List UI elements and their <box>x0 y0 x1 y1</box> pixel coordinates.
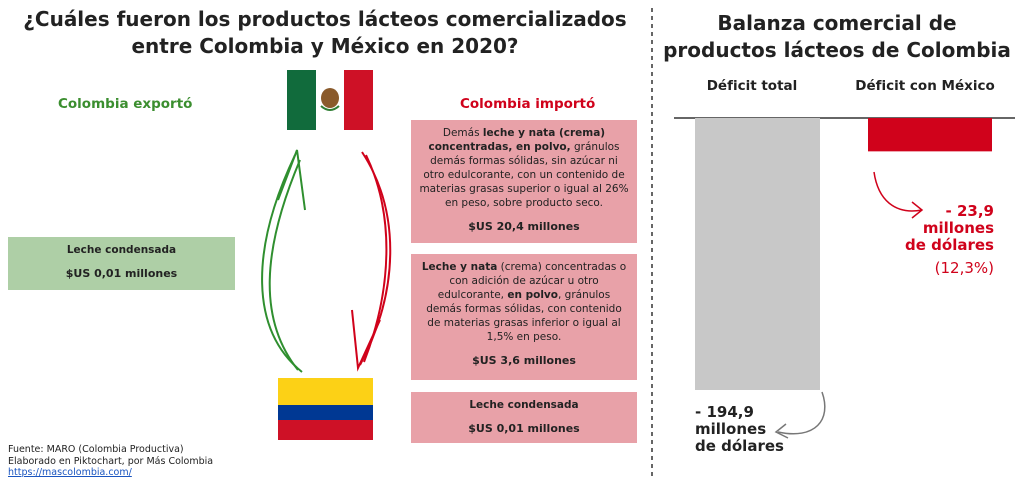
description-segment: Leche condensada <box>66 244 177 256</box>
product-amount: $US 0,01 millones <box>65 267 178 280</box>
product-amount: $US 0,01 millones <box>468 422 580 435</box>
bar <box>868 118 992 152</box>
product-amount: $US 20,4 millones <box>468 220 580 233</box>
total-pointer <box>774 391 826 439</box>
description-segment: leche y nata (crema) concentradas, en po… <box>428 127 606 153</box>
description-segment: , gránulos demás formas sólidas, con con… <box>426 289 622 343</box>
import-heading: Colombia importó <box>460 96 596 112</box>
category-label: Déficit total <box>706 78 798 94</box>
description-segment: en polvo <box>507 289 558 301</box>
product-amount: $US 3,6 millones <box>472 354 576 367</box>
mexico-pointer <box>873 171 924 219</box>
product-description: Demás leche y nata (crema) concentradas,… <box>419 126 629 210</box>
product-description: Leche y nata (crema) concentradas o con … <box>419 260 629 344</box>
share-label: (12,3%) <box>934 259 994 277</box>
footer: Fuente: MARO (Colombia Productiva) Elabo… <box>8 444 213 479</box>
category-label: Déficit con México <box>855 78 995 94</box>
value-label: - 23,9 millones de dólares <box>905 202 994 254</box>
credit: Elaborado en Piktochart, por Más Colombi… <box>8 455 214 467</box>
source: Fuente: MARO (Colombia Productiva) <box>8 444 184 455</box>
bar-chart <box>695 118 992 390</box>
export-arrow <box>261 149 306 373</box>
description-segment: gránulos demás formas sólidas, sin azúca… <box>419 141 629 209</box>
colombia-flag <box>278 378 373 440</box>
product-description: Leche condensada <box>16 243 227 257</box>
description-segment: Leche y nata <box>421 261 498 273</box>
product-box: Leche condensada $US 0,01 millones <box>411 392 637 443</box>
description-segment: Leche condensada <box>469 399 579 411</box>
right-title: Balanza comercial de productos lácteos d… <box>663 11 1011 62</box>
link[interactable]: https://mascolombia.com/ <box>8 467 132 478</box>
left-title: ¿Cuáles fueron los productos lácteos com… <box>23 7 627 58</box>
export-heading: Colombia exportó <box>58 96 193 112</box>
description-segment: (crema) concentradas o con adición de az… <box>437 261 627 301</box>
value-label: - 194,9 millones de dólares <box>695 403 784 455</box>
bar <box>695 118 820 390</box>
product-box: Leche y nata (crema) concentradas o con … <box>411 254 637 380</box>
product-box: Leche condensada $US 0,01 millones <box>8 237 235 290</box>
product-description: Leche condensada <box>419 398 629 412</box>
import-arrow <box>351 151 392 372</box>
product-box: Demás leche y nata (crema) concentradas,… <box>411 120 637 243</box>
description-segment: Demás <box>442 127 483 139</box>
mexico-flag <box>287 70 373 130</box>
